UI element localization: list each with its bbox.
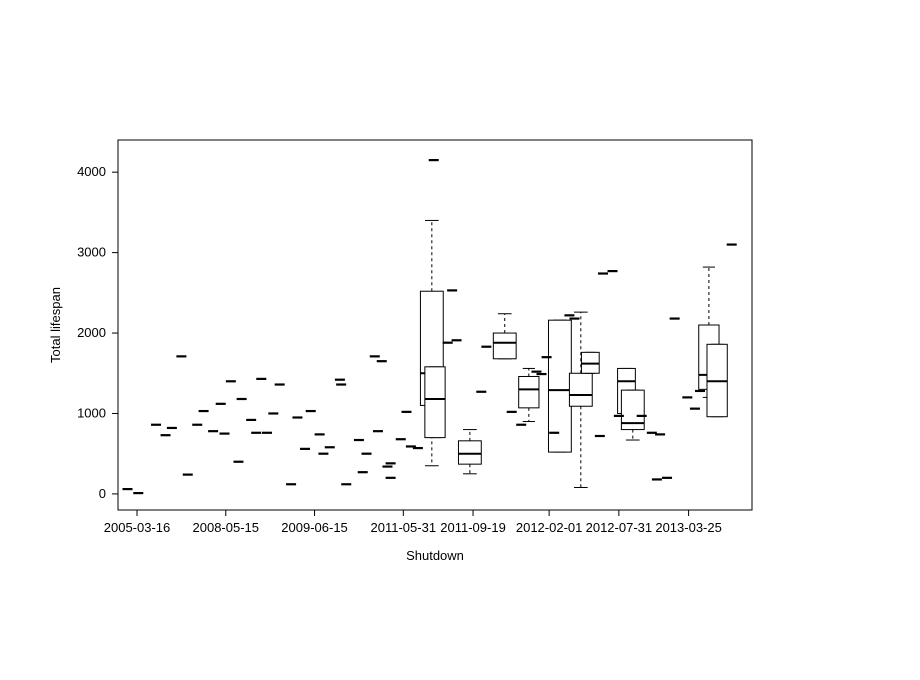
x-tick-label: 2011-05-31 xyxy=(371,520,437,535)
x-axis-title: Shutdown xyxy=(406,548,464,563)
x-tick-label: 2012-07-31 xyxy=(586,520,653,535)
y-tick-label: 2000 xyxy=(77,325,106,340)
box xyxy=(569,373,592,406)
chart-container: 0 1000 2000 3000 4000 2005-03-16 2008-05-15 200… xyxy=(0,0,920,680)
y-tick-label: 4000 xyxy=(77,164,106,179)
boxplot-chart: 0 1000 2000 3000 4000 2005-03-16 2008-05-15 200… xyxy=(0,0,920,680)
x-tick-label: 2008-05-15 xyxy=(193,520,260,535)
box xyxy=(493,333,516,359)
box xyxy=(425,367,445,438)
x-tick-label: 2012-02-01 xyxy=(516,520,583,535)
y-tick-label: 0 xyxy=(99,486,106,501)
box xyxy=(519,376,539,407)
x-tick-label: 2011-09-19 xyxy=(440,520,506,535)
y-tick-label: 3000 xyxy=(77,245,106,260)
x-tick-label: 2009-06-15 xyxy=(281,520,348,535)
y-axis-title: Total lifespan xyxy=(48,287,63,363)
x-tick-label: 2013-03-25 xyxy=(655,520,722,535)
x-tick-label: 2005-03-16 xyxy=(104,520,171,535)
box xyxy=(458,441,481,464)
y-tick-label: 1000 xyxy=(77,405,106,420)
